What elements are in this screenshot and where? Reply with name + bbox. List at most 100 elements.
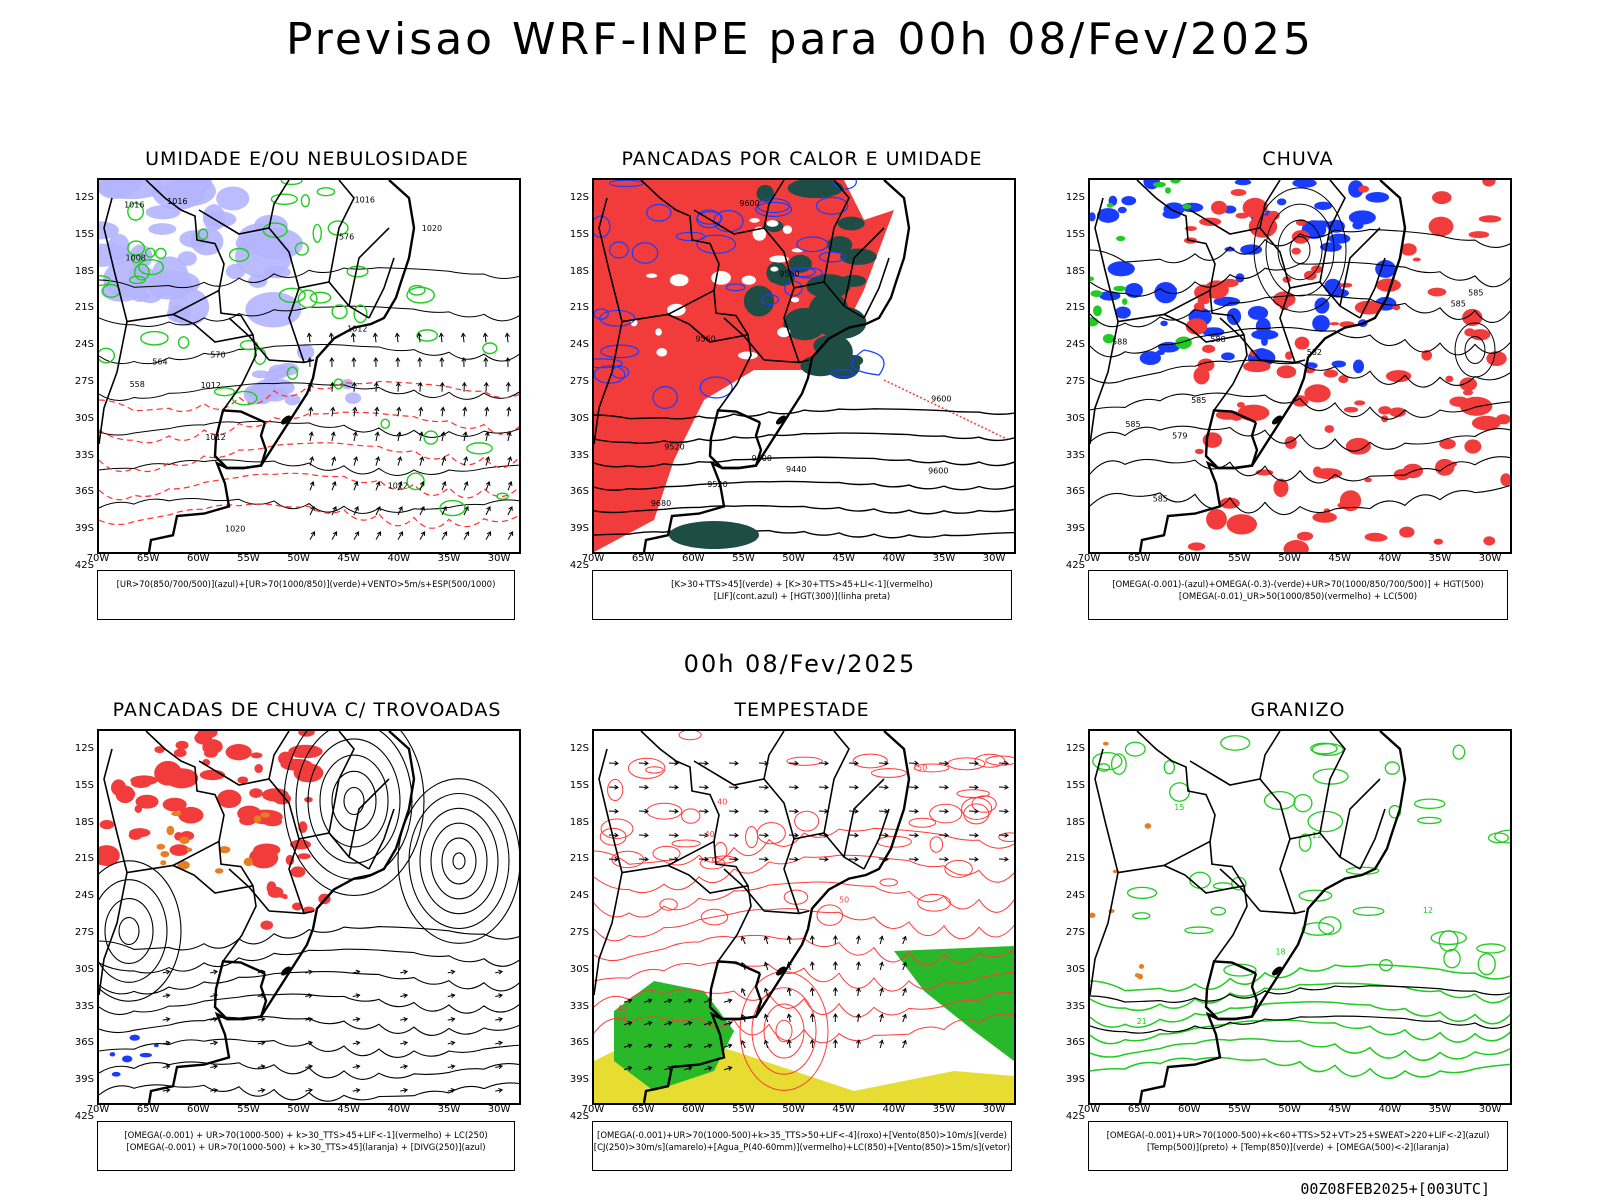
- lon-tick-label: 70W: [1077, 553, 1101, 564]
- lon-tick-label: 50W: [782, 553, 805, 564]
- legend-line: [UR>70(850/700/500)](azul)+[UR>70(1000/8…: [116, 580, 496, 590]
- contour-label: 585: [1468, 288, 1483, 297]
- contour-label: 40: [704, 830, 714, 839]
- lon-tick-label: 50W: [287, 553, 310, 564]
- lon-tick-label: 70W: [86, 1104, 110, 1115]
- contour-label: 579: [1172, 431, 1187, 440]
- streamlines: [99, 926, 519, 1102]
- lon-tick-label: 65W: [631, 553, 655, 564]
- lon-tick-label: 30W: [982, 553, 1006, 564]
- contour-label: 1012: [347, 325, 367, 334]
- lat-tick-label: 30S: [569, 412, 589, 424]
- lat-tick-label: 36S: [74, 1037, 94, 1049]
- legend-box: [OMEGA(-0.001)+UR>70(1000-500)+k<60+TTS>…: [1088, 1121, 1508, 1171]
- lon-tick-label: 40W: [387, 553, 411, 564]
- lon-tick-label: 65W: [1127, 1104, 1151, 1115]
- legend-box: [OMEGA(-0.001)+UR>70(1000-500)+k>35_TTS>…: [592, 1121, 1012, 1171]
- contour-label: 558: [130, 380, 145, 389]
- contour-label: 1016: [355, 196, 375, 205]
- lat-tick-label: 33S: [1065, 449, 1085, 461]
- lon-tick-label: 35W: [1428, 553, 1452, 564]
- lat-tick-label: 24S: [569, 890, 589, 902]
- lon-tick-label: 40W: [882, 1104, 906, 1115]
- contour-label: 585: [1191, 396, 1206, 405]
- lat-tick-label: 24S: [1065, 890, 1085, 902]
- lat-tick-label: 27S: [569, 376, 589, 387]
- contour-labels: 12 15 12 18 21: [1137, 803, 1433, 1026]
- map-tempestade: 40 40 40 50 50 40: [592, 729, 1016, 1105]
- pressure-contours: [99, 267, 519, 514]
- lif-contours: [594, 180, 885, 409]
- lon-tick-label: 30W: [982, 1104, 1006, 1115]
- contour-label: 9680: [651, 499, 671, 508]
- contour-label: 50: [839, 895, 849, 904]
- contour-label: 18: [1275, 947, 1285, 956]
- forecast-time-label: 00h 08/Fev/2025: [683, 650, 917, 678]
- lat-tick-label: 15S: [1065, 228, 1085, 240]
- lat-tick-label: 33S: [569, 449, 589, 461]
- lon-tick-label: 35W: [932, 553, 956, 564]
- humidity-fill-south: [243, 343, 362, 406]
- lat-tick-label: 30S: [74, 412, 94, 424]
- legend-line: [OMEGA(-0.001)+UR>70(1000-500)+k>35_TTS>…: [597, 1131, 1007, 1141]
- contour-label: 9600: [928, 466, 948, 475]
- legend-line: [OMEGA(-0.01)_UR>50(1000/850)(vermelho) …: [1178, 592, 1418, 602]
- lon-tick-label: 30W: [487, 553, 511, 564]
- lon-tick-label: 55W: [732, 553, 755, 564]
- lon-tick-label: 45W: [337, 553, 360, 564]
- lat-tick-label: 21S: [1065, 302, 1085, 314]
- lon-tick-label: 40W: [1378, 553, 1402, 564]
- wind-850-green-east: [894, 946, 1014, 1061]
- lon-tick-label: 65W: [1127, 553, 1151, 564]
- lon-tick-label: 55W: [732, 1104, 755, 1115]
- lat-tick-label: 30S: [74, 963, 94, 975]
- lat-tick-label: 18S: [1065, 265, 1085, 277]
- contour-label: 1020: [422, 224, 442, 233]
- contour-label: 585: [1153, 494, 1168, 503]
- lat-tick-label: 39S: [74, 523, 94, 535]
- lat-tick-label: 36S: [569, 486, 589, 498]
- lon-tick-label: 45W: [832, 1104, 855, 1115]
- contour-label: 12: [1423, 906, 1433, 915]
- lon-tick-label: 65W: [631, 1104, 655, 1115]
- panel-title: TEMPESTADE: [734, 699, 870, 721]
- wind-vectors: [306, 332, 514, 540]
- lon-tick-label: 45W: [1328, 553, 1351, 564]
- lon-tick-label: 35W: [437, 1104, 461, 1115]
- map-umidade: 1012 1012 1020 1016 1012 1016 1008 1020 1016 1012…: [97, 178, 521, 554]
- hgt300-contours: [594, 408, 1014, 539]
- panel-title: CHUVA: [1262, 148, 1334, 170]
- lat-tick-label: 27S: [1065, 927, 1085, 938]
- lat-tick-label: 12S: [1065, 743, 1085, 754]
- lat-tick-label: 15S: [1065, 779, 1085, 791]
- contour-label: 12: [1312, 831, 1322, 840]
- legend-box: [OMEGA(-0.001) + UR>70(1000-500) + k>30_…: [97, 1121, 515, 1171]
- lat-tick-label: 36S: [1065, 486, 1085, 498]
- lon-tick-label: 50W: [782, 1104, 805, 1115]
- lat-tick-label: 24S: [74, 339, 94, 351]
- lat-tick-label: 27S: [74, 376, 94, 387]
- lat-tick-label: 30S: [1065, 963, 1085, 975]
- temp850-south-contours: [1090, 963, 1510, 1080]
- lat-tick-label: 27S: [74, 927, 94, 938]
- contour-label: 570: [210, 350, 225, 359]
- lon-tick-label: 70W: [1077, 1104, 1101, 1115]
- contour-label: 1012: [201, 381, 221, 390]
- temp500-contours: [1090, 985, 1510, 1034]
- instability-red-area: [594, 180, 894, 552]
- lat-tick-label: 42S: [569, 1111, 589, 1122]
- lon-tick-label: 30W: [487, 1104, 511, 1115]
- legend-line: [OMEGA(-0.001) + UR>70(1000-500) + k>30_…: [124, 1131, 488, 1141]
- contour-label: 564: [152, 357, 167, 366]
- legend-box: [OMEGA(-0.001)-(azul)+OMEGA(-0.3)-(verde…: [1088, 570, 1508, 620]
- contour-label: 9440: [786, 465, 806, 474]
- panel-title: UMIDADE E/OU NEBULOSIDADE: [145, 148, 469, 170]
- streamline-vortex-south: [99, 860, 182, 1002]
- lat-tick-label: 33S: [74, 449, 94, 461]
- lat-tick-label: 12S: [569, 192, 589, 203]
- lat-tick-label: 15S: [569, 228, 589, 240]
- lat-tick-label: 27S: [1065, 376, 1085, 387]
- lat-tick-label: 30S: [569, 963, 589, 975]
